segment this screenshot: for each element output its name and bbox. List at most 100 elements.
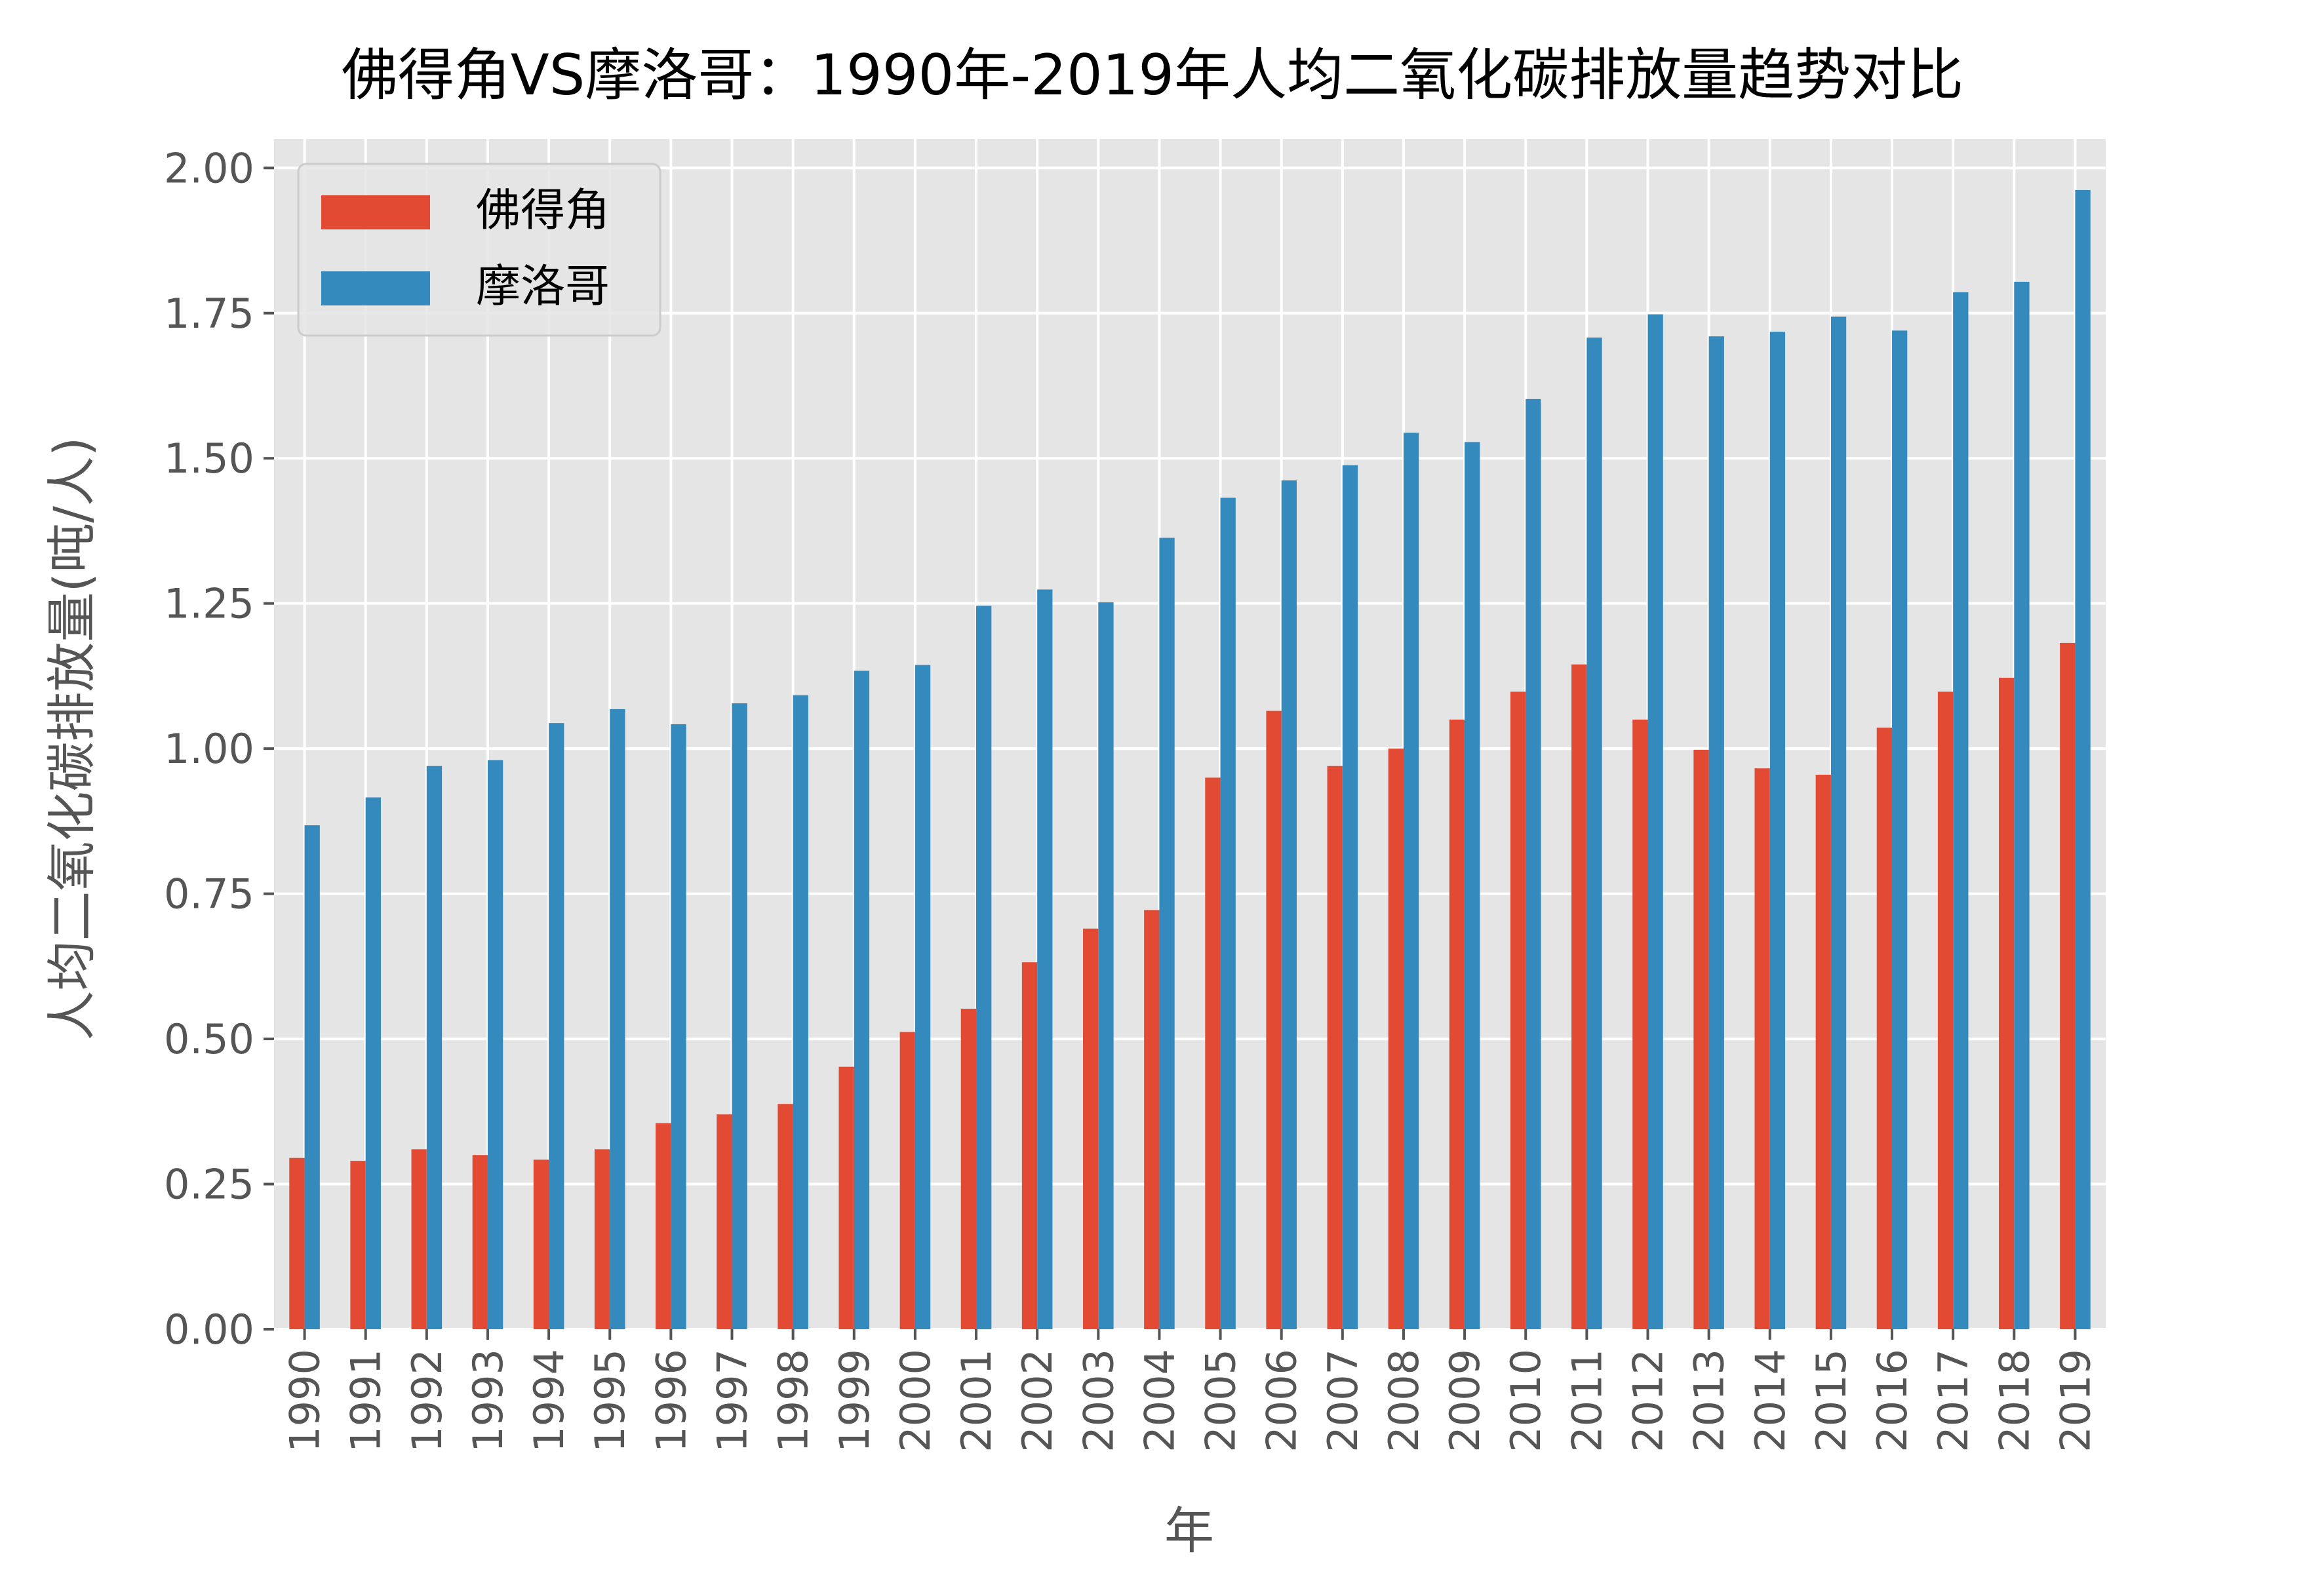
x-tick-label: 2015 [1807,1349,1855,1452]
bar-morocco-2016 [1892,330,1908,1330]
bar-morocco-1992 [426,766,443,1329]
x-tick-label: 1995 [586,1349,634,1452]
x-tick-label: 2005 [1197,1349,1245,1452]
bar-cape-verde-2011 [1571,664,1587,1329]
bar-cape-verde-2003 [1083,928,1099,1329]
bar-cape-verde-2017 [1937,691,1954,1329]
bar-cape-verde-1994 [533,1159,549,1329]
bar-cape-verde-2008 [1388,749,1404,1329]
bar-morocco-1997 [732,703,747,1329]
x-tick-label: 1997 [709,1349,757,1452]
x-tick-label: 2010 [1502,1349,1550,1452]
bar-cape-verde-1992 [411,1149,427,1329]
x-tick-label: 2014 [1746,1349,1794,1452]
bar-cape-verde-2019 [2060,642,2076,1330]
bar-morocco-1991 [365,797,381,1329]
x-tick-label: 2006 [1258,1349,1306,1452]
x-tick-label: 1991 [342,1349,390,1452]
x-tick-label: 2004 [1135,1349,1183,1452]
bar-cape-verde-2018 [1999,678,2015,1329]
y-tick-label: 1.00 [164,725,254,773]
bar-cape-verde-2004 [1144,910,1160,1329]
bar-cape-verde-2014 [1754,768,1770,1329]
bar-cape-verde-1991 [350,1161,366,1329]
bar-morocco-2015 [1830,317,1847,1329]
bar-cape-verde-1999 [838,1066,854,1329]
bar-morocco-2009 [1465,442,1480,1330]
bars-layer [289,189,2091,1330]
x-tick-label: 2001 [953,1349,1000,1452]
y-tick-label: 0.75 [164,870,254,918]
x-tick-label: 1996 [647,1349,695,1452]
bar-morocco-1996 [671,724,686,1329]
bar-cape-verde-2002 [1021,962,1038,1329]
bar-morocco-2006 [1281,480,1297,1329]
bar-morocco-2014 [1769,332,1786,1330]
bar-morocco-2019 [2075,189,2091,1330]
bar-cape-verde-1995 [594,1149,610,1329]
legend-label-morocco: 摩洛哥 [476,261,610,313]
x-tick-label: 2008 [1380,1349,1428,1452]
bar-morocco-2010 [1526,399,1541,1329]
bar-cape-verde-1990 [289,1158,305,1329]
y-tick-label: 0.25 [164,1161,254,1209]
x-tick-label: 2002 [1014,1349,1061,1452]
legend-swatch-cape-verde [321,195,430,229]
bar-morocco-2012 [1647,314,1663,1329]
bar-cape-verde-1997 [717,1114,732,1329]
x-tick-label: 1992 [403,1349,451,1452]
bar-morocco-2005 [1220,497,1236,1330]
bar-morocco-1994 [549,723,564,1329]
bar-cape-verde-1993 [472,1155,488,1329]
bar-morocco-1998 [793,695,808,1329]
bar-cape-verde-2000 [899,1032,915,1329]
bar-cape-verde-2012 [1632,719,1648,1329]
x-tick-label: 2018 [1990,1349,2038,1452]
x-tick-label: 1994 [525,1349,573,1452]
legend-label-cape-verde: 佛得角 [476,185,610,237]
x-tick-label: 1998 [770,1349,818,1452]
bar-morocco-2000 [915,665,931,1329]
y-tick-label: 1.50 [164,435,254,482]
bar-morocco-2001 [976,606,992,1329]
x-tick-label: 1999 [831,1349,878,1452]
axes-layer: 0.00 0.25 0.50 0.75 1.00 1.25 1.50 1.75 2.00 1990… [164,144,2099,1452]
x-tick-label: 2009 [1441,1349,1489,1452]
bar-cape-verde-2009 [1449,719,1465,1329]
bar-morocco-2007 [1342,465,1358,1329]
bar-morocco-1999 [854,671,870,1329]
y-tick-label: 0.50 [164,1015,254,1063]
bar-cape-verde-2013 [1693,749,1709,1329]
legend-swatch-morocco [321,271,430,305]
bar-cape-verde-2007 [1327,766,1343,1329]
x-tick-label: 2007 [1319,1349,1367,1452]
bar-cape-verde-2015 [1815,775,1831,1329]
chart-title: 佛得角VS摩洛哥：1990年-2019年人均二氧化碳排放量趋势对比 [342,43,1963,108]
bar-morocco-2013 [1708,336,1724,1330]
x-tick-label: 2016 [1868,1349,1916,1452]
y-tick-label: 2.00 [164,144,254,192]
bar-morocco-2017 [1953,292,1969,1329]
bar-cape-verde-2016 [1876,728,1893,1329]
x-tick-label: 1990 [281,1349,329,1452]
plot-background [274,139,2106,1329]
bar-morocco-2003 [1098,602,1114,1330]
y-axis-title: 人均二氧化碳排放量(吨/人) [43,437,101,1041]
x-tick-label: 2003 [1074,1349,1122,1452]
y-tick-label: 1.25 [164,580,254,628]
bar-morocco-1990 [304,825,320,1329]
y-tick-label: 0.00 [164,1306,254,1353]
bar-cape-verde-2006 [1266,710,1282,1329]
x-tick-label: 2017 [1929,1349,1977,1452]
bar-cape-verde-2010 [1510,691,1526,1329]
bar-morocco-1993 [487,760,503,1329]
bar-cape-verde-2001 [960,1009,977,1329]
bar-cape-verde-1998 [778,1104,793,1329]
x-tick-label: 2012 [1625,1349,1672,1452]
bar-cape-verde-1996 [656,1123,671,1329]
x-tick-label: 1993 [464,1349,512,1452]
bar-morocco-2018 [2014,281,2030,1329]
x-tick-label: 2013 [1685,1349,1733,1452]
